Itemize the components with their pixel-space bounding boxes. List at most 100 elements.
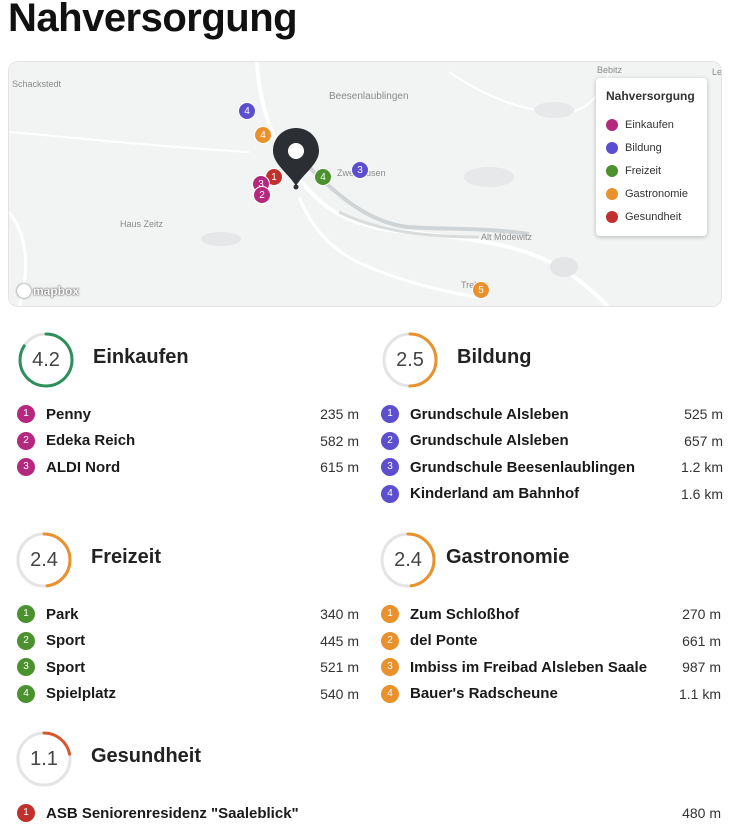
- map-place-label: Le: [712, 67, 722, 77]
- legend-item: Freizeit: [606, 159, 697, 182]
- poi-number-badge: 2: [381, 431, 399, 450]
- legend-dot-icon: [606, 118, 618, 131]
- poi-item[interactable]: 2 Sport 445 m: [17, 628, 359, 655]
- score-value: 2.4: [394, 549, 422, 571]
- poi-distance: 582 m: [320, 432, 359, 449]
- poi-item[interactable]: 4 Spielplatz 540 m: [17, 681, 359, 708]
- gauge-fill: [380, 532, 436, 588]
- legend-item: Bildung: [606, 136, 697, 159]
- legend-label: Freizeit: [625, 164, 662, 177]
- map-marker-freizeit[interactable]: 4: [314, 168, 332, 186]
- score-value: 4.2: [32, 349, 60, 371]
- mapbox-icon: [17, 284, 31, 298]
- mapbox-logo[interactable]: mapbox: [17, 284, 79, 298]
- poi-distance: 987 m: [682, 659, 721, 676]
- poi-name: Park: [46, 605, 79, 623]
- poi-list: 1 Zum Schloßhof 270 m 2 del Ponte 661 m 3 Imb…: [381, 601, 721, 707]
- score-gauge: [18, 332, 74, 388]
- poi-item[interactable]: 4 Bauer's Radscheune 1.1 km: [381, 681, 721, 708]
- category-header: 1.1 Gesundheit: [15, 730, 721, 787]
- poi-item[interactable]: 2 Grundschule Alsleben 657 m: [381, 428, 723, 455]
- poi-number-badge: 3: [381, 458, 399, 477]
- location-pin-icon: [273, 128, 319, 190]
- map-place-label: Haus Zeitz: [120, 219, 164, 229]
- poi-number-badge: 1: [17, 405, 35, 424]
- poi-name: Grundschule Alsleben: [410, 432, 569, 450]
- poi-number-badge: 3: [17, 458, 35, 477]
- poi-number-badge: 4: [381, 484, 399, 503]
- category-title: Einkaufen: [93, 346, 189, 368]
- gauge-fill: [16, 532, 72, 588]
- poi-distance: 525 m: [684, 406, 723, 423]
- poi-name: Sport: [46, 658, 86, 676]
- poi-name: ASB Seniorenresidenz "Saaleblick": [46, 804, 299, 822]
- category-gastronomie: 2.4 Gastronomie 1 Zum Schloßhof 270 m 2 del…: [379, 531, 721, 703]
- poi-item[interactable]: 1 Grundschule Alsleben 525 m: [381, 401, 723, 428]
- poi-item[interactable]: 1 ASB Seniorenresidenz "Saaleblick" 480 m: [17, 800, 721, 827]
- legend-label: Bildung: [625, 141, 662, 154]
- poi-item[interactable]: 4 Kinderland am Bahnhof 1.6 km: [381, 481, 723, 508]
- legend-dot-icon: [606, 141, 618, 154]
- poi-distance: 445 m: [320, 632, 359, 649]
- poi-item[interactable]: 3 Imbiss im Freibad Alsleben Saale 987 m: [381, 654, 721, 681]
- neighborhood-map[interactable]: Schackstedt Beesenlaublingen Bebitz Le Z…: [8, 61, 722, 307]
- poi-item[interactable]: 3 ALDI Nord 615 m: [17, 454, 359, 481]
- mapbox-wordmark: mapbox: [33, 284, 80, 298]
- poi-distance: 540 m: [320, 685, 359, 702]
- poi-distance: 661 m: [682, 632, 721, 649]
- poi-item[interactable]: 3 Grundschule Beesenlaublingen 1.2 km: [381, 454, 723, 481]
- map-marker-gastronomie[interactable]: 4: [254, 126, 272, 144]
- poi-item[interactable]: 2 del Ponte 661 m: [381, 628, 721, 655]
- map-marker-gastronomie[interactable]: 5: [472, 281, 490, 299]
- legend-dot-icon: [606, 210, 618, 223]
- gauge-fill: [18, 332, 74, 388]
- poi-item[interactable]: 1 Penny 235 m: [17, 401, 359, 428]
- poi-number-badge: 1: [17, 804, 35, 823]
- poi-number-badge: 3: [381, 658, 399, 677]
- poi-name: Sport: [46, 632, 86, 650]
- poi-number-badge: 4: [17, 684, 35, 703]
- category-gesundheit: 1.1 Gesundheit 1 ASB Seniorenresidenz "Sa…: [15, 730, 721, 823]
- poi-item[interactable]: 2 Edeka Reich 582 m: [17, 428, 359, 455]
- score-value: 2.4: [30, 549, 58, 571]
- legend-item: Gastronomie: [606, 182, 697, 205]
- gauge-fill: [16, 731, 72, 787]
- map-marker-einkaufen[interactable]: 2: [253, 186, 271, 204]
- category-bildung: 2.5 Bildung 1 Grundschule Alsleben 525 m 2…: [381, 331, 723, 503]
- legend-dot-icon: [606, 164, 618, 177]
- poi-name: Kinderland am Bahnhof: [410, 485, 580, 503]
- poi-number-badge: 4: [381, 684, 399, 703]
- poi-item[interactable]: 1 Park 340 m: [17, 601, 359, 628]
- poi-item[interactable]: 1 Zum Schloßhof 270 m: [381, 601, 721, 628]
- category-title: Freizeit: [91, 546, 162, 568]
- legend-item: Gesundheit: [606, 205, 697, 228]
- category-freizeit: 2.4 Freizeit 1 Park 340 m 2 Sport 445 m 3 Spo…: [15, 531, 359, 703]
- poi-name: Zum Schloßhof: [410, 605, 520, 623]
- poi-number-badge: 2: [17, 431, 35, 450]
- category-title: Bildung: [457, 346, 532, 368]
- poi-number-badge: 3: [17, 658, 35, 677]
- poi-distance: 480 m: [682, 805, 721, 822]
- poi-number-badge: 2: [17, 631, 35, 650]
- poi-number-badge: 1: [381, 605, 399, 624]
- category-header: 4.2 Einkaufen: [17, 331, 359, 388]
- map-place-label: Beesenlaublingen: [329, 91, 409, 102]
- poi-item[interactable]: 3 Sport 521 m: [17, 654, 359, 681]
- category-einkaufen: 4.2 Einkaufen 1 Penny 235 m 2 Edeka Reich 58…: [17, 331, 359, 477]
- score-gauge: [16, 731, 72, 787]
- legend-dot-icon: [606, 187, 618, 200]
- poi-list: 1 Park 340 m 2 Sport 445 m 3 Sport 521 m 4 Spie…: [17, 601, 359, 707]
- gauge-fill: [382, 332, 438, 388]
- legend-label: Gesundheit: [625, 210, 682, 223]
- poi-distance: 1.1 km: [678, 685, 721, 702]
- poi-name: Bauer's Radscheune: [410, 685, 558, 703]
- score-value: 1.1: [30, 748, 58, 770]
- map-place-label: Bebitz: [597, 65, 623, 75]
- poi-name: Edeka Reich: [46, 432, 136, 450]
- map-place-label: Schackstedt: [12, 79, 62, 89]
- page-title: Nahversorgung: [8, 0, 298, 40]
- map-marker-bildung[interactable]: 3: [351, 161, 369, 179]
- poi-number-badge: 1: [381, 405, 399, 424]
- map-marker-bildung[interactable]: 4: [238, 102, 256, 120]
- poi-distance: 1.2 km: [680, 459, 723, 476]
